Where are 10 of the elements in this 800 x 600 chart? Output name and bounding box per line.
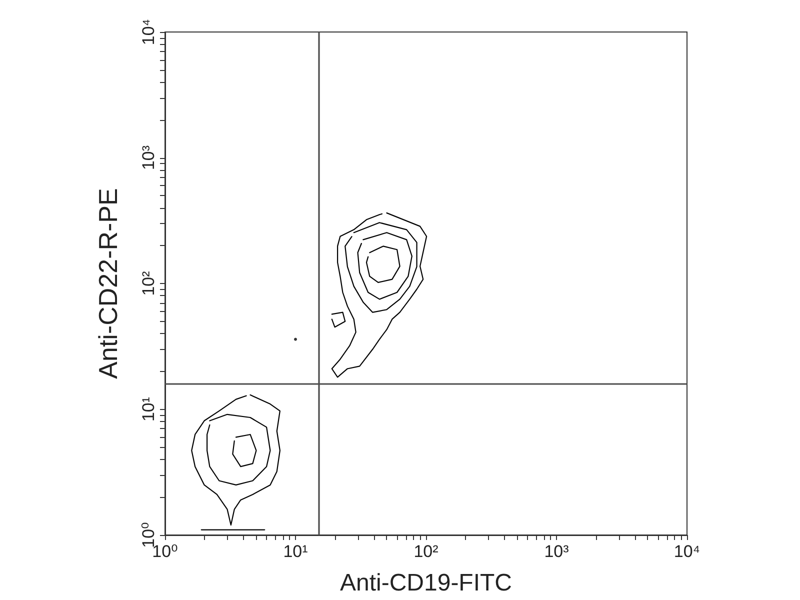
y-axis-title: Anti-CD22-R-PE	[93, 188, 123, 379]
y-tick-label: 10²	[139, 270, 158, 296]
x-axis-title: Anti-CD19-FITC	[340, 570, 512, 596]
x-tick-label: 10²	[414, 542, 439, 561]
y-tick-label: 10⁴	[139, 18, 158, 46]
y-tick-label: 10³	[139, 145, 158, 170]
y-tick-label: 10¹	[139, 396, 158, 422]
x-tick-label: 10⁴	[674, 542, 700, 561]
x-tick-label: 10¹	[283, 542, 308, 561]
x-tick-label: 10³	[544, 542, 570, 561]
